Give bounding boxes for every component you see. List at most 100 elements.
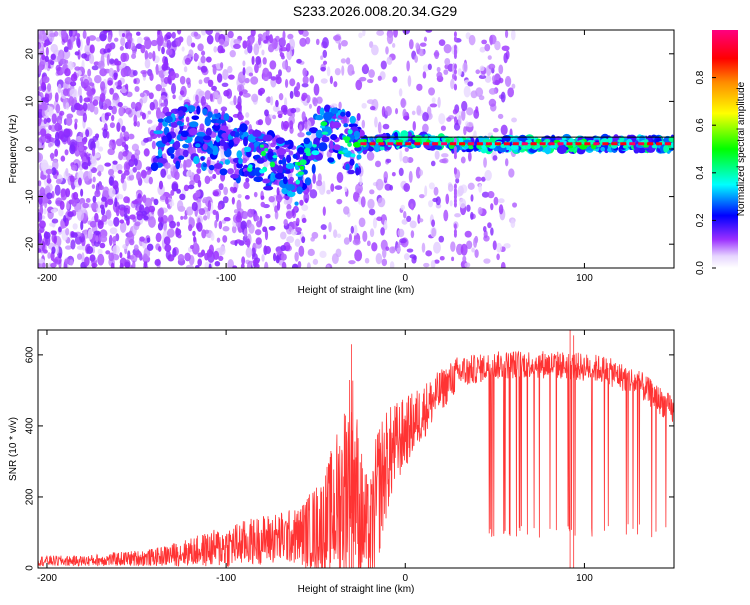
- spectrogram-ridge-mark: [221, 132, 229, 139]
- spectrogram-noise-mark: [398, 167, 404, 177]
- spectrogram-noise-mark: [152, 50, 156, 62]
- spectrogram-artifact-mark: [453, 190, 457, 197]
- spectrogram-noise-mark: [143, 148, 150, 157]
- spectrogram-noise-mark: [97, 253, 105, 266]
- spectrogram-noise-mark: [64, 149, 69, 156]
- spectrogram-noise-mark: [46, 192, 53, 200]
- spectrogram-noise-mark: [67, 61, 74, 71]
- spectrogram-noise-mark: [427, 63, 432, 71]
- spectrogram-ridge-mark: [356, 154, 362, 160]
- spectrogram-ridge-mark: [243, 146, 252, 153]
- spectrogram-noise-mark: [112, 236, 117, 243]
- spectrogram-ridge-mark: [299, 159, 307, 166]
- spectrogram-noise-mark: [51, 113, 57, 125]
- spectrogram-noise-mark: [81, 53, 88, 59]
- snr-series-line: [38, 350, 674, 568]
- spectrogram-noise-mark: [174, 171, 180, 180]
- spectrogram-noise-mark: [108, 141, 114, 149]
- spectrogram-noise-mark: [377, 75, 382, 81]
- spectrogram-ridge-mark: [220, 125, 229, 131]
- spectrogram-noise-mark: [216, 237, 221, 243]
- spectrogram-noise-mark: [38, 118, 42, 127]
- spectrogram-noise-mark: [312, 97, 318, 107]
- spectrogram-noise-mark: [403, 183, 411, 192]
- spectrogram-noise-mark: [136, 171, 142, 181]
- spectrogram-ridge-mark: [303, 137, 311, 145]
- snr-x-label: Height of straight line (km): [298, 584, 415, 595]
- spectrogram-noise-mark: [77, 177, 82, 186]
- spectrogram-noise-mark: [134, 221, 141, 227]
- spectrogram-ridge-mark: [349, 115, 356, 124]
- spectrogram-noise-mark: [164, 162, 171, 169]
- spectrogram-noise-mark: [123, 131, 130, 138]
- spectrogram-noise-mark: [112, 245, 120, 255]
- spectrogram-marks: [38, 30, 674, 268]
- spectrogram-noise-mark: [223, 186, 229, 196]
- spectrogram-noise-mark: [101, 214, 108, 222]
- spectrogram-noise-mark: [233, 43, 241, 49]
- spectrogram-noise-mark: [82, 112, 87, 123]
- spectrogram-noise-mark: [193, 31, 199, 37]
- spectrogram-noise-mark: [333, 229, 338, 238]
- spectrogram-noise-mark: [88, 35, 97, 41]
- spectrogram-noise-mark: [277, 113, 283, 119]
- spectrogram-ridge-mark: [544, 139, 551, 143]
- spectrogram-noise-mark: [38, 135, 47, 144]
- spectrogram-noise-mark: [93, 230, 101, 236]
- spectrogram-noise-mark: [39, 50, 45, 56]
- spectrogram-noise-mark: [102, 186, 110, 198]
- spectrogram-noise-mark: [433, 186, 439, 196]
- spectrogram-noise-mark: [383, 219, 388, 230]
- spectrogram-noise-mark: [376, 30, 385, 36]
- spectrogram-noise-mark: [107, 48, 111, 53]
- spectrogram-ridge-mark: [421, 137, 427, 143]
- spectrogram-noise-mark: [65, 188, 71, 198]
- spectrogram-noise-mark: [51, 167, 57, 176]
- spectrogram-noise-mark: [440, 125, 446, 131]
- spectrogram-noise-mark: [141, 112, 146, 120]
- spectrogram-noise-mark: [262, 226, 268, 233]
- spectrogram-noise-mark: [84, 256, 90, 267]
- spectrogram-noise-mark: [167, 203, 171, 209]
- spectrogram-ridge-mark: [262, 134, 273, 142]
- spectrogram-noise-mark: [507, 87, 514, 98]
- spectrogram-noise-mark: [74, 118, 78, 124]
- spectrogram-noise-mark: [326, 264, 330, 268]
- spectrogram-ridge-mark: [256, 157, 265, 164]
- spectrogram-noise-mark: [297, 132, 305, 138]
- spectrogram-noise-mark: [38, 212, 43, 222]
- spectrogram-ridge-mark: [161, 135, 168, 144]
- spectrogram-noise-mark: [364, 257, 370, 264]
- spectrogram-noise-mark: [366, 240, 371, 247]
- snr-y-label: SNR (10 * v/v): [8, 417, 19, 481]
- spectrogram-peak-mark: [494, 142, 501, 146]
- spectrogram-noise-mark: [261, 254, 265, 262]
- spectrogram-noise-mark: [498, 77, 504, 84]
- spectrogram-noise-mark: [44, 55, 49, 62]
- spectrogram-noise-mark: [160, 72, 165, 83]
- spectrogram-noise-mark: [119, 46, 124, 51]
- spectrogram-ridge-mark: [340, 111, 346, 117]
- spectrogram-noise-mark: [489, 34, 493, 46]
- spectrogram-noise-mark: [72, 223, 78, 230]
- spectrogram-noise-mark: [198, 79, 203, 85]
- spectrogram-ridge-mark: [219, 168, 228, 176]
- spectrogram-ridge-mark: [327, 157, 335, 163]
- spectrogram-ridge-mark: [176, 120, 183, 126]
- spectrogram-noise-mark: [69, 81, 77, 87]
- spectrogram-noise-mark: [408, 170, 413, 183]
- spectrogram-noise-mark: [68, 96, 75, 106]
- spectrogram-noise-mark: [76, 104, 84, 111]
- spectrogram-ridge-mark: [182, 143, 189, 149]
- spectrogram-noise-mark: [90, 141, 96, 151]
- spectrogram-noise-mark: [128, 133, 135, 140]
- spectrogram-noise-mark: [195, 162, 203, 169]
- spectrogram-noise-mark: [413, 255, 417, 261]
- spectrogram-noise-mark: [248, 223, 255, 234]
- spectrogram-noise-mark: [87, 160, 91, 167]
- spectrogram-peak-mark: [423, 142, 430, 146]
- spectrogram-ridge-mark: [175, 160, 181, 170]
- spectrogram-noise-mark: [264, 246, 272, 255]
- spectrogram-ridge-mark: [333, 144, 341, 151]
- spectrogram-noise-mark: [500, 261, 506, 268]
